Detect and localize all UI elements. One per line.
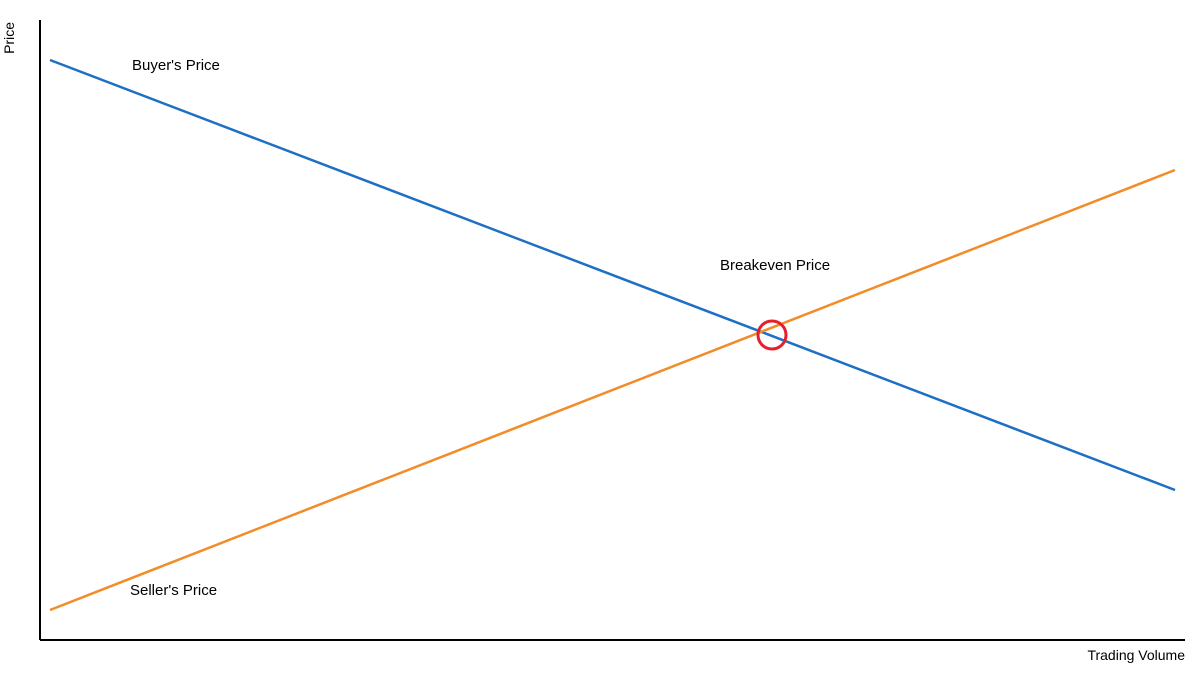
y-axis-label: Price — [1, 22, 17, 54]
buyers-price-line — [50, 60, 1175, 490]
chart-svg: Price Trading Volume Buyer's Price Selle… — [0, 0, 1200, 675]
x-axis-label: Trading Volume — [1087, 647, 1185, 663]
supply-demand-chart: Price Trading Volume Buyer's Price Selle… — [0, 0, 1200, 675]
sellers-price-line — [50, 170, 1175, 610]
sellers-price-label: Seller's Price — [130, 582, 217, 599]
buyers-price-label: Buyer's Price — [132, 57, 220, 74]
breakeven-label: Breakeven Price — [720, 257, 830, 274]
